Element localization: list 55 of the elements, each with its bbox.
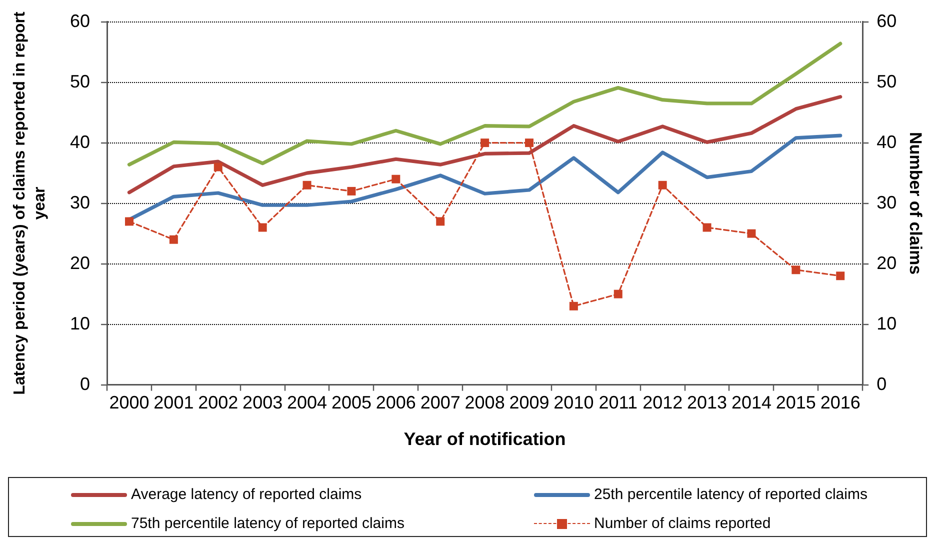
x-tick-label: 2007 bbox=[420, 392, 460, 413]
point bbox=[347, 186, 356, 196]
point bbox=[836, 272, 845, 280]
point bbox=[392, 174, 400, 184]
x-tick-label: 2008 bbox=[464, 392, 505, 413]
y2-tick-label: 60 bbox=[876, 10, 897, 31]
x-tick-label: 2011 bbox=[598, 392, 638, 413]
y-tick-label: 10 bbox=[70, 313, 90, 334]
legend-label: 25th percentile latency of reported claims bbox=[594, 486, 868, 503]
x-tick-label: 2006 bbox=[376, 392, 416, 413]
y2-tick-label: 10 bbox=[876, 313, 897, 334]
x-tick-label: 2010 bbox=[554, 392, 594, 413]
y-tick-label: 50 bbox=[70, 71, 90, 92]
y2-axis-title: Number of claims bbox=[906, 132, 926, 275]
point bbox=[214, 162, 222, 172]
y-tick-label: 20 bbox=[70, 252, 90, 273]
point bbox=[125, 217, 134, 226]
point bbox=[436, 217, 445, 226]
point bbox=[525, 138, 534, 148]
y2-tick-label: 30 bbox=[876, 192, 897, 212]
y-tick-label: 30 bbox=[70, 192, 90, 212]
point bbox=[747, 229, 756, 238]
point bbox=[258, 223, 267, 232]
point bbox=[658, 180, 667, 190]
point bbox=[569, 302, 578, 310]
x-axis-title: Year of notification bbox=[404, 429, 566, 450]
y2-tick-label: 50 bbox=[876, 71, 897, 92]
point bbox=[792, 266, 800, 274]
x-tick-label: 2015 bbox=[776, 392, 816, 413]
x-tick-label: 2004 bbox=[287, 392, 328, 413]
y2-tick-label: 40 bbox=[876, 132, 897, 152]
point bbox=[614, 290, 622, 298]
point bbox=[169, 235, 178, 244]
y-tick-label: 0 bbox=[80, 374, 90, 394]
point bbox=[302, 180, 312, 190]
x-tick-label: 2002 bbox=[198, 392, 238, 413]
legend-label: Average latency of reported claims bbox=[131, 486, 362, 503]
y2-tick-label: 0 bbox=[876, 374, 887, 394]
point bbox=[480, 138, 490, 148]
point bbox=[702, 223, 712, 232]
x-tick-label: 2000 bbox=[109, 392, 150, 413]
y-tick-label: 40 bbox=[70, 132, 90, 152]
x-tick-label: 2005 bbox=[331, 392, 372, 413]
y2-tick-label: 20 bbox=[876, 252, 897, 273]
x-tick-label: 2016 bbox=[820, 392, 860, 413]
x-tick-label: 2014 bbox=[731, 392, 772, 413]
legend-label: Number of claims reported bbox=[594, 515, 771, 532]
x-tick-label: 2001 bbox=[154, 392, 194, 413]
legend-label: 75th percentile latency of reported claims bbox=[131, 515, 404, 532]
x-tick-label: 2009 bbox=[509, 392, 550, 413]
x-tick-label: 2013 bbox=[687, 392, 728, 413]
x-tick-label: 2003 bbox=[242, 392, 283, 413]
x-tick-label: 2012 bbox=[642, 392, 683, 413]
y-axis-title: Latency period (years) of claims reported in report year bbox=[11, 11, 48, 395]
y-tick-label: 60 bbox=[70, 10, 90, 31]
